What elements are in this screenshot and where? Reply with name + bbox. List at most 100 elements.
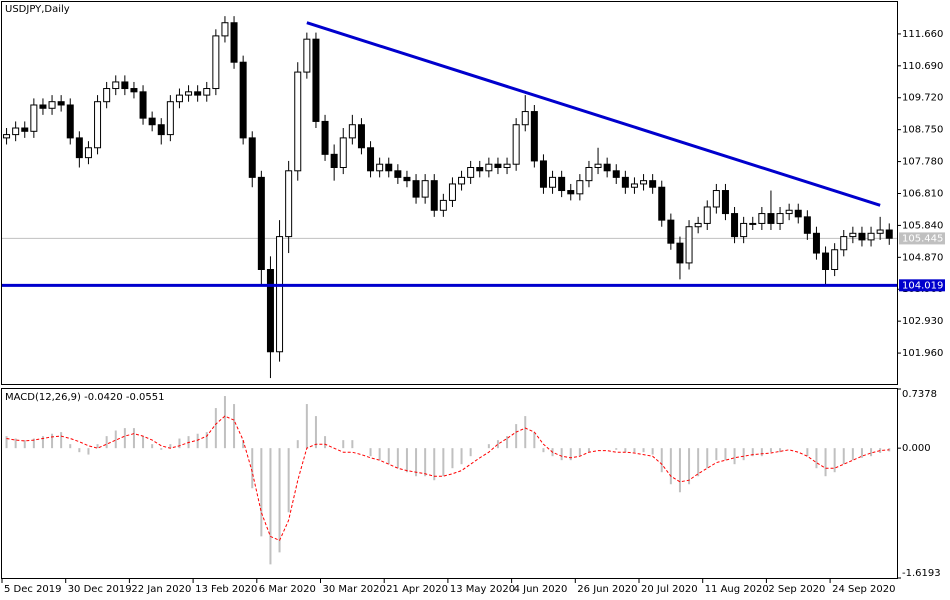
candle-body: [621, 176, 629, 188]
candle-body: [649, 180, 657, 188]
candle-body: [539, 160, 547, 188]
candle-body: [203, 88, 211, 96]
candle-body: [549, 176, 557, 188]
candle-body: [57, 101, 65, 106]
candle-body: [75, 137, 83, 159]
candle-body: [703, 206, 711, 224]
x-tick-label: 5 Dec 2019: [4, 584, 62, 595]
candle-body: [321, 120, 329, 155]
trend-line: [306, 21, 881, 207]
candle-body: [121, 81, 129, 90]
candle-body: [48, 101, 56, 109]
candle-body: [66, 104, 74, 139]
candle-body: [749, 222, 757, 225]
x-tick-label: 13 Feb 2020: [195, 584, 257, 595]
candle-body: [3, 134, 11, 139]
candle-body: [476, 167, 484, 172]
candle-body: [421, 180, 429, 198]
candle-body: [840, 236, 848, 251]
candle-body: [348, 124, 356, 139]
candle-body: [721, 190, 729, 215]
candle-body: [239, 61, 247, 139]
candle-body: [521, 111, 529, 126]
candle-body: [148, 117, 156, 126]
candle-body: [630, 183, 638, 188]
candle-body: [512, 124, 520, 165]
candle-body: [230, 22, 238, 63]
y-tick-label: 0.7378: [902, 389, 937, 400]
candle-body: [367, 147, 375, 172]
candle-body: [84, 147, 92, 159]
x-tick-label: 4 Jun 2020: [514, 584, 568, 595]
candle-body: [585, 167, 593, 182]
candle-body: [676, 242, 684, 264]
candle-body: [485, 163, 493, 172]
candle-body: [430, 180, 438, 211]
candle-body: [849, 232, 857, 238]
candle-body: [448, 183, 456, 201]
y-tick-label: 109.720: [902, 93, 943, 104]
y-tick-label: -1.6193: [902, 568, 941, 579]
candle-body: [822, 252, 830, 270]
x-tick-label: 6 Mar 2020: [259, 584, 316, 595]
candle-body: [385, 163, 393, 172]
candle-body: [194, 91, 202, 96]
candle-body: [394, 170, 402, 178]
candle-body: [157, 124, 165, 136]
y-tick-label: 0.000: [902, 443, 931, 454]
candle-body: [758, 213, 766, 224]
candle-body: [339, 137, 347, 169]
candle-body: [303, 38, 311, 73]
candle-body: [567, 190, 575, 195]
candle-body: [376, 163, 384, 172]
candle-body: [185, 91, 193, 96]
x-tick-label: 20 Jul 2020: [641, 584, 698, 595]
candle-body: [257, 176, 265, 270]
candle-body: [731, 213, 739, 238]
candle-body: [130, 88, 138, 93]
candle-body: [212, 35, 220, 90]
candle-body: [576, 180, 584, 195]
x-tick-label: 13 May 2020: [450, 584, 515, 595]
y-tick-label: 102.930: [902, 316, 943, 327]
candle-body: [812, 232, 820, 254]
y-tick-label: 110.690: [902, 61, 943, 72]
candle-body: [412, 180, 420, 198]
candle-body: [266, 268, 274, 353]
y-tick-label: 106.810: [902, 188, 943, 199]
candle-body: [12, 127, 20, 136]
candle-body: [876, 229, 884, 234]
candle-body: [558, 176, 566, 192]
candle-body: [439, 199, 447, 211]
x-tick-label: 30 Mar 2020: [323, 584, 386, 595]
candle-body: [658, 186, 666, 221]
y-tick-label: 111.660: [902, 29, 943, 40]
x-tick-label: 24 Sep 2020: [832, 584, 895, 595]
current-price-label: 105.445: [902, 233, 943, 244]
candle-body: [694, 222, 702, 228]
candle-body: [112, 81, 120, 90]
candle-body: [276, 236, 284, 353]
candle-body: [867, 232, 875, 241]
candle-body: [103, 88, 111, 103]
candle-body: [294, 71, 302, 172]
current-price-box: [899, 232, 945, 245]
candle-body: [503, 163, 511, 169]
candle-body: [712, 190, 720, 208]
candle-body: [530, 111, 538, 162]
chart-title: USDJPY,Daily: [5, 4, 70, 15]
candle-body: [794, 209, 802, 218]
x-tick-label: 26 Jun 2020: [577, 584, 637, 595]
x-tick-label: 2 Sep 2020: [768, 584, 825, 595]
candle-body: [612, 170, 620, 178]
macd-panel: [1, 388, 898, 579]
support-label-box: [899, 279, 945, 292]
x-tick-label: 21 Apr 2020: [386, 584, 448, 595]
candle-body: [785, 209, 793, 215]
y-tick-label: 101.960: [902, 348, 943, 359]
candle-body: [357, 124, 365, 149]
candle-body: [831, 249, 839, 270]
candle-body: [175, 94, 183, 103]
candle-body: [494, 163, 502, 169]
